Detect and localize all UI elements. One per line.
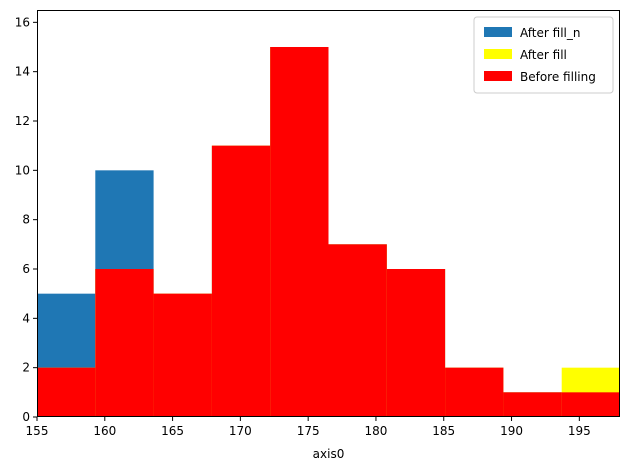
bar	[95, 269, 154, 417]
bar	[445, 367, 504, 417]
bar	[211, 145, 271, 417]
plot-frame	[37, 10, 620, 417]
legend-swatch	[484, 71, 512, 81]
y-axis: 0 2 4 6 8 10 12 14 16	[15, 15, 37, 424]
y-tick-label: 2	[22, 361, 30, 375]
legend: After fill_n After fill Before filling	[473, 16, 614, 94]
y-tick-label: 12	[15, 114, 30, 128]
bar	[561, 392, 620, 417]
x-tick-label: 175	[297, 424, 320, 438]
x-tick-label: 190	[500, 424, 523, 438]
legend-swatch	[484, 27, 512, 37]
y-tick-label: 0	[22, 410, 30, 424]
y-tick-label: 6	[22, 262, 30, 276]
legend-label: After fill	[520, 48, 567, 62]
bar	[386, 269, 446, 417]
legend-label: After fill_n	[520, 26, 580, 40]
legend-swatch	[484, 49, 512, 59]
x-tick-label: 180	[365, 424, 388, 438]
y-tick-label: 16	[15, 15, 30, 29]
x-tick-label: 195	[568, 424, 591, 438]
x-axis-label: axis0	[313, 447, 345, 461]
series-2	[37, 47, 620, 417]
x-axis: 155 160 165 170 175 180 185 190 195	[26, 417, 591, 438]
x-tick-label: 155	[26, 424, 49, 438]
y-tick-label: 8	[22, 213, 30, 227]
legend-label: Before filling	[520, 70, 596, 84]
bar	[503, 392, 562, 417]
bar	[270, 47, 329, 417]
y-tick-label: 10	[15, 163, 30, 177]
bars-layer	[37, 47, 620, 417]
x-tick-label: 185	[432, 424, 455, 438]
bar	[328, 244, 387, 417]
y-tick-label: 4	[22, 311, 30, 325]
y-tick-label: 14	[15, 65, 30, 79]
x-tick-label: 165	[161, 424, 184, 438]
x-tick-label: 170	[229, 424, 252, 438]
x-tick-label: 160	[93, 424, 116, 438]
bar	[153, 293, 212, 417]
bar	[37, 367, 96, 417]
